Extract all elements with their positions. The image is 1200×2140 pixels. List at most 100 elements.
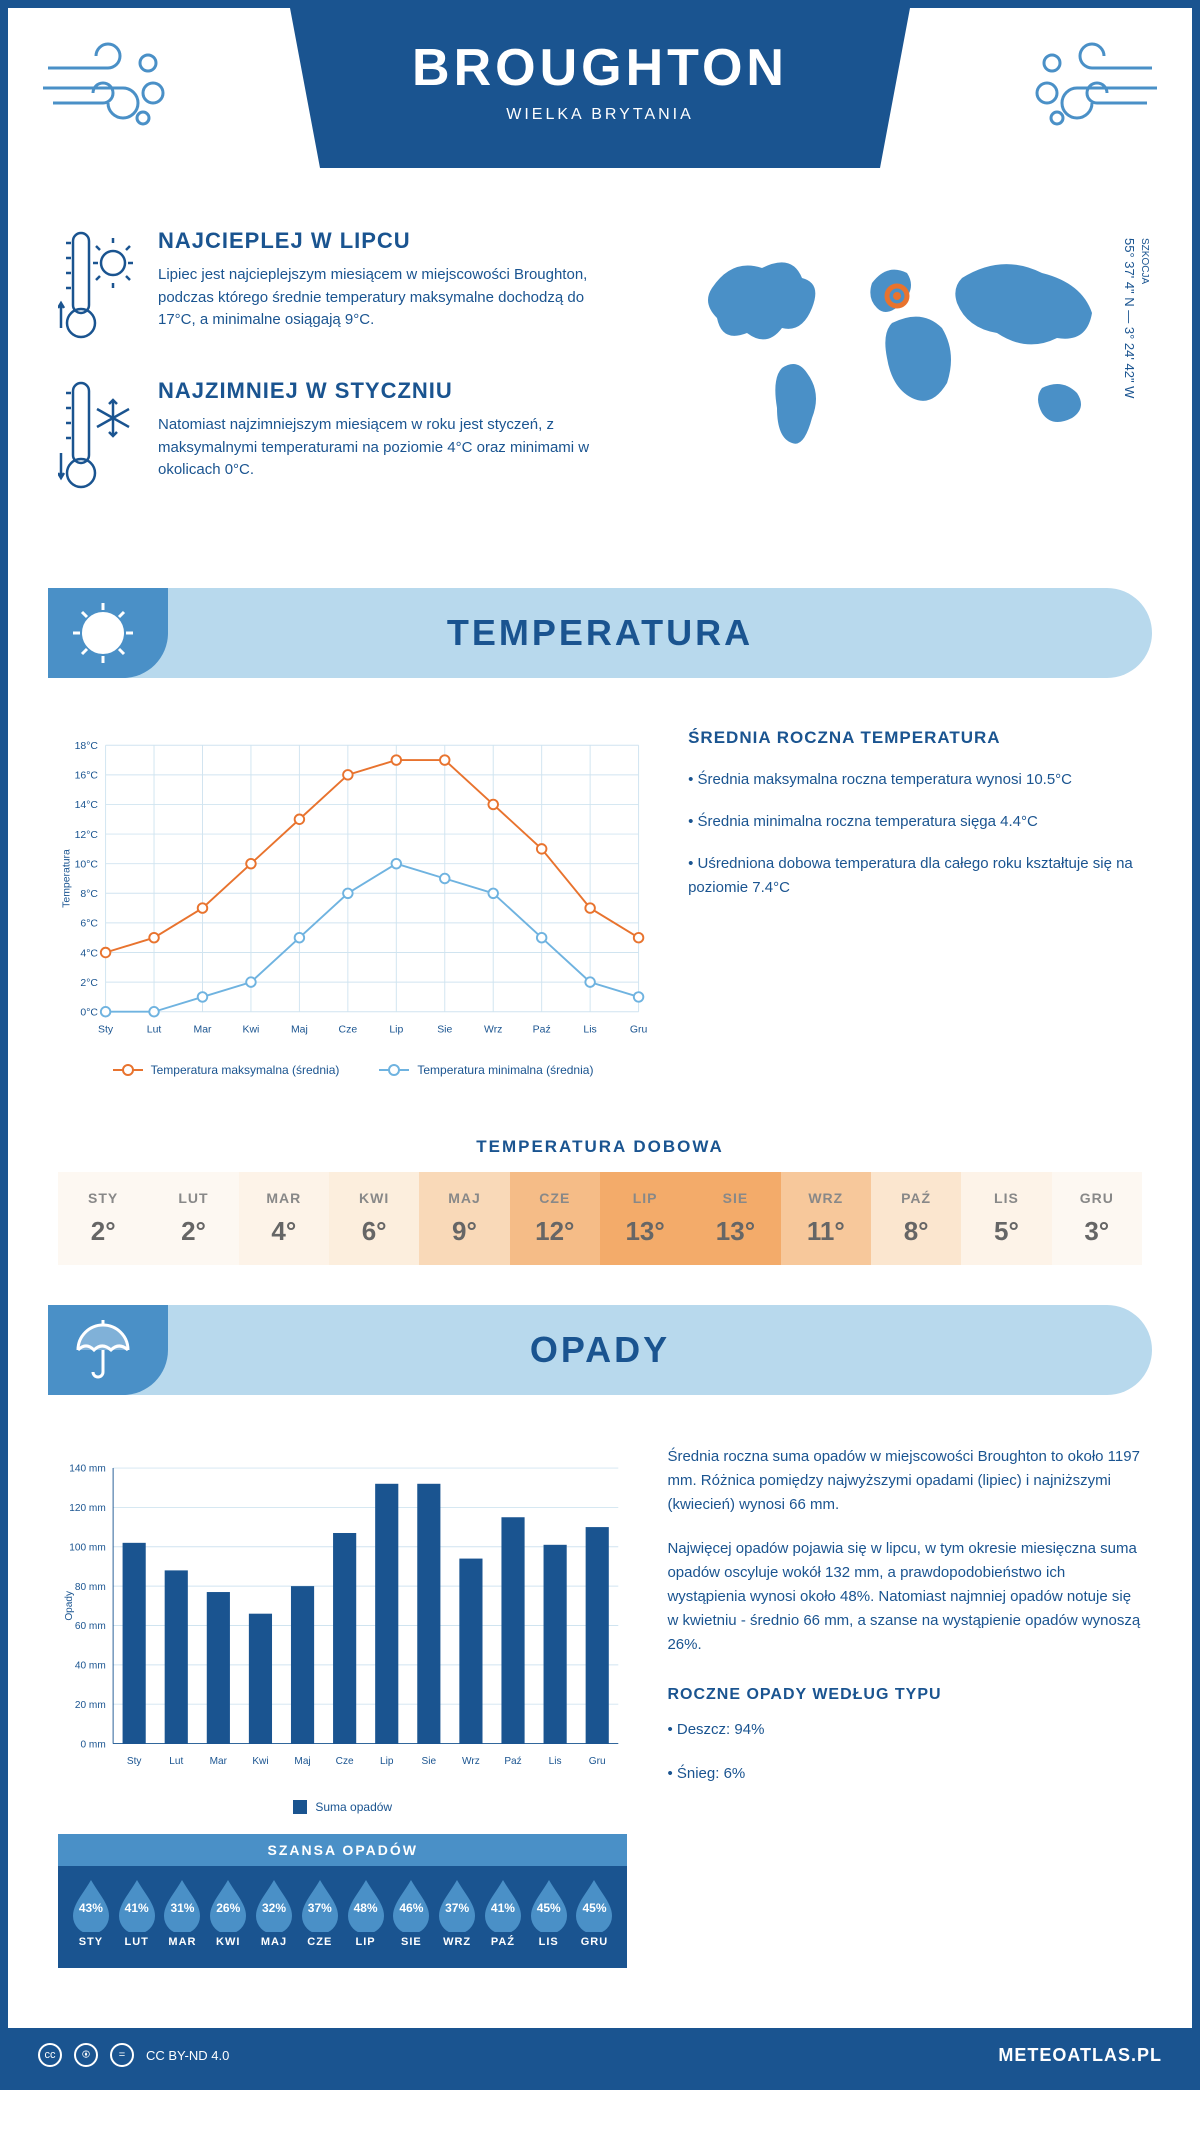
rain-chance-title: SZANSA OPADÓW bbox=[58, 1834, 627, 1866]
svg-text:Cze: Cze bbox=[336, 1756, 354, 1767]
svg-text:40 mm: 40 mm bbox=[75, 1661, 106, 1672]
daily-value: 2° bbox=[148, 1216, 238, 1247]
daily-month: MAJ bbox=[419, 1190, 509, 1206]
daily-temp-cell: KWI6° bbox=[329, 1172, 419, 1265]
daily-temp-cell: LUT2° bbox=[148, 1172, 238, 1265]
precip-type-1: • Śnieg: 6% bbox=[667, 1762, 1142, 1786]
warm-title: NAJCIEPLEJ W LIPCU bbox=[158, 228, 622, 254]
precipitation-right: Średnia roczna suma opadów w miejscowośc… bbox=[667, 1445, 1142, 1968]
svg-text:4°C: 4°C bbox=[80, 948, 98, 959]
daily-temp-cell: MAJ 9° bbox=[419, 1172, 509, 1265]
temperature-chart-area: 0°C2°C4°C6°C8°C10°C12°C14°C16°C18°CStyLu… bbox=[58, 728, 648, 1077]
daily-value: 5° bbox=[961, 1216, 1051, 1247]
svg-text:100 mm: 100 mm bbox=[69, 1542, 105, 1553]
rain-pct: 48% bbox=[354, 1901, 378, 1915]
coordinates: SZKOCJA 55° 37' 4" N — 3° 24' 42" W bbox=[1122, 238, 1152, 398]
svg-text:12°C: 12°C bbox=[75, 830, 99, 841]
daily-value: 8° bbox=[871, 1216, 961, 1247]
svg-text:Lis: Lis bbox=[583, 1025, 596, 1036]
precip-p2: Najwięcej opadów pojawia się w lipcu, w … bbox=[667, 1537, 1142, 1657]
svg-text:Kwi: Kwi bbox=[252, 1756, 268, 1767]
rain-drop-item: 32% MAJ bbox=[252, 1878, 296, 1948]
daily-value: 6° bbox=[329, 1216, 419, 1247]
svg-text:Lis: Lis bbox=[549, 1756, 562, 1767]
svg-text:80 mm: 80 mm bbox=[75, 1582, 106, 1593]
temp-bullet-1: • Średnia minimalna roczna temperatura s… bbox=[688, 810, 1142, 834]
daily-value: 13° bbox=[690, 1216, 780, 1247]
svg-text:6°C: 6°C bbox=[80, 919, 98, 930]
daily-temp-cell: LIS 5° bbox=[961, 1172, 1051, 1265]
daily-month: LIS bbox=[961, 1190, 1051, 1206]
svg-text:Mar: Mar bbox=[210, 1756, 228, 1767]
rain-drop-item: 37% CZE bbox=[298, 1878, 342, 1948]
precip-type-title: ROCZNE OPADY WEDŁUG TYPU bbox=[667, 1682, 1142, 1708]
svg-text:8°C: 8°C bbox=[80, 889, 98, 900]
rain-pct: 37% bbox=[308, 1901, 332, 1915]
temperature-title: TEMPERATURA bbox=[447, 612, 753, 654]
sun-icon bbox=[68, 598, 138, 668]
raindrop-icon: 43% bbox=[69, 1878, 113, 1932]
daily-value: 2° bbox=[58, 1216, 148, 1247]
daily-temp-title: TEMPERATURA DOBOWA bbox=[8, 1137, 1192, 1157]
cold-title: NAJZIMNIEJ W STYCZNIU bbox=[158, 378, 622, 404]
legend-min-label: Temperatura minimalna (średnia) bbox=[417, 1063, 593, 1077]
raindrop-icon: 26% bbox=[206, 1878, 250, 1932]
raindrop-icon: 41% bbox=[115, 1878, 159, 1932]
daily-value: 11° bbox=[781, 1216, 871, 1247]
svg-text:60 mm: 60 mm bbox=[75, 1621, 106, 1632]
rain-month: MAJ bbox=[252, 1936, 296, 1948]
cold-text: Natomiast najzimniejszym miesiącem w rok… bbox=[158, 414, 622, 482]
svg-text:18°C: 18°C bbox=[75, 741, 99, 752]
region-label: SZKOCJA bbox=[1139, 238, 1150, 284]
daily-value: 13° bbox=[600, 1216, 690, 1247]
rain-drops-row: 43% STY 41% LUT 31% MAR 26% KWI 32% MAJ bbox=[58, 1866, 627, 1956]
cold-block: NAJZIMNIEJ W STYCZNIU Natomiast najzimni… bbox=[58, 378, 622, 498]
temperature-legend: .legend-item:nth-child(1) .legend-line:b… bbox=[58, 1063, 648, 1077]
raindrop-icon: 45% bbox=[572, 1878, 616, 1932]
daily-month: SIE bbox=[690, 1190, 780, 1206]
temperature-section-header: TEMPERATURA bbox=[48, 588, 1152, 678]
rain-pct: 41% bbox=[125, 1901, 149, 1915]
temperature-info: ŚREDNIA ROCZNA TEMPERATURA • Średnia mak… bbox=[688, 728, 1142, 1077]
svg-text:Kwi: Kwi bbox=[243, 1025, 260, 1036]
rain-drop-item: 48% LIP bbox=[344, 1878, 388, 1948]
rain-month: CZE bbox=[298, 1936, 342, 1948]
header-banner: BROUGHTON WIELKA BRYTANIA bbox=[320, 8, 880, 168]
svg-text:Wrz: Wrz bbox=[484, 1025, 502, 1036]
daily-temp-cell: PAŹ8° bbox=[871, 1172, 961, 1265]
rain-pct: 41% bbox=[491, 1901, 515, 1915]
umbrella-icon bbox=[68, 1315, 138, 1385]
rain-pct: 46% bbox=[399, 1901, 423, 1915]
warm-text: Lipiec jest najcieplejszym miesiącem w m… bbox=[158, 264, 622, 332]
raindrop-icon: 41% bbox=[481, 1878, 525, 1932]
svg-text:20 mm: 20 mm bbox=[75, 1700, 106, 1711]
raindrop-icon: 46% bbox=[389, 1878, 433, 1932]
license-text: CC BY-ND 4.0 bbox=[146, 2048, 229, 2063]
raindrop-icon: 48% bbox=[344, 1878, 388, 1932]
daily-temp-cell: WRZ11° bbox=[781, 1172, 871, 1265]
wind-icon-right bbox=[1022, 38, 1162, 138]
precipitation-bar-chart: 0 mm20 mm40 mm60 mm80 mm100 mm120 mm140 … bbox=[58, 1445, 627, 1785]
precipitation-left: 0 mm20 mm40 mm60 mm80 mm100 mm120 mm140 … bbox=[58, 1445, 627, 1968]
coords-value: 55° 37' 4" N — 3° 24' 42" W bbox=[1122, 238, 1137, 398]
infographic-container: BROUGHTON WIELKA BRYTANIA bbox=[0, 0, 1200, 2090]
rain-month: GRU bbox=[572, 1936, 616, 1948]
precipitation-content: 0 mm20 mm40 mm60 mm80 mm100 mm120 mm140 … bbox=[8, 1415, 1192, 1998]
temp-info-title: ŚREDNIA ROCZNA TEMPERATURA bbox=[688, 728, 1142, 748]
temperature-content: 0°C2°C4°C6°C8°C10°C12°C14°C16°C18°CStyLu… bbox=[8, 698, 1192, 1107]
rain-month: LUT bbox=[115, 1936, 159, 1948]
legend-precip: Suma opadów bbox=[293, 1800, 392, 1814]
daily-value: 4° bbox=[239, 1216, 329, 1247]
daily-temp-cell: CZE12° bbox=[510, 1172, 600, 1265]
daily-month: CZE bbox=[510, 1190, 600, 1206]
rain-pct: 26% bbox=[216, 1901, 240, 1915]
intro-section: NAJCIEPLEJ W LIPCU Lipiec jest najcieple… bbox=[8, 208, 1192, 568]
rain-pct: 45% bbox=[537, 1901, 561, 1915]
daily-temp-cell: GRU3° bbox=[1052, 1172, 1142, 1265]
rain-drop-item: 41% LUT bbox=[115, 1878, 159, 1948]
svg-text:Gru: Gru bbox=[589, 1756, 606, 1767]
rain-drop-item: 46% SIE bbox=[389, 1878, 433, 1948]
rain-drop-item: 31% MAR bbox=[160, 1878, 204, 1948]
legend-max: .legend-item:nth-child(1) .legend-line:b… bbox=[113, 1063, 340, 1077]
daily-value: 9° bbox=[419, 1216, 509, 1247]
